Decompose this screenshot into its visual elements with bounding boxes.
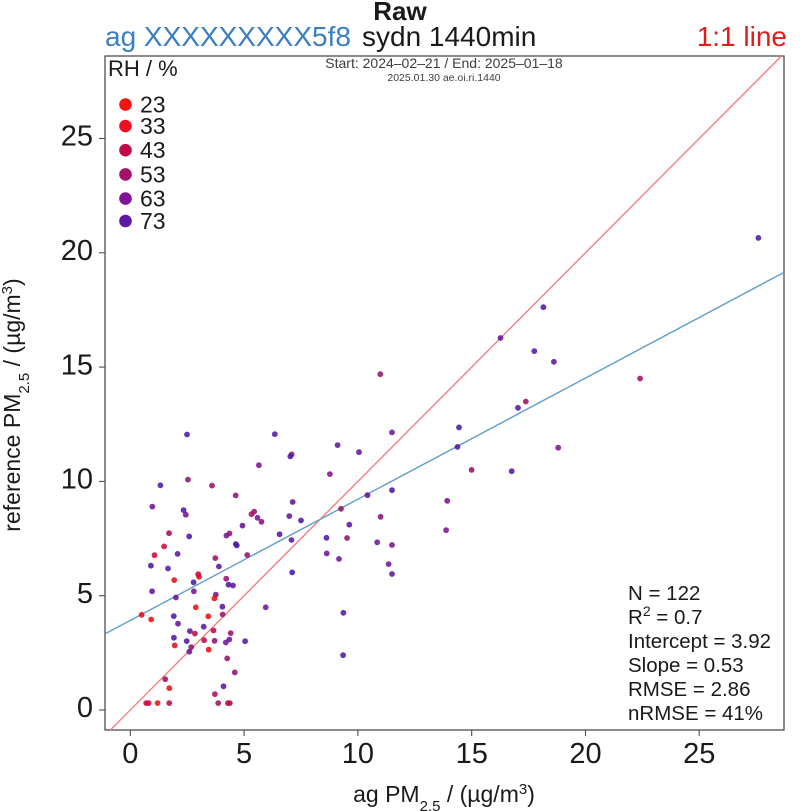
- svg-text:Slope = 0.53: Slope = 0.53: [628, 654, 744, 677]
- svg-text:0: 0: [122, 738, 138, 770]
- svg-text:43: 43: [140, 137, 166, 163]
- svg-text:15: 15: [61, 349, 93, 381]
- svg-text:20: 20: [61, 235, 93, 267]
- svg-text:RMSE = 2.86: RMSE = 2.86: [628, 678, 751, 701]
- svg-text:sydn 1440min: sydn 1440min: [362, 21, 536, 52]
- svg-text:0: 0: [77, 692, 93, 724]
- svg-text:25: 25: [61, 121, 93, 153]
- svg-text:ag PM2.5 / (µg/m3): ag PM2.5 / (µg/m3): [353, 781, 535, 811]
- svg-text:R2 = 0.7: R2 = 0.7: [628, 603, 702, 629]
- svg-text:25: 25: [683, 738, 715, 770]
- svg-text:73: 73: [140, 208, 166, 234]
- svg-text:33: 33: [140, 113, 166, 139]
- svg-text:53: 53: [140, 161, 166, 187]
- svg-text:10: 10: [342, 738, 374, 770]
- svg-text:ag XXXXXXXXX5f8: ag XXXXXXXXX5f8: [105, 21, 351, 52]
- svg-text:5: 5: [236, 738, 252, 770]
- svg-text:Intercept = 3.92: Intercept = 3.92: [628, 630, 771, 653]
- svg-text:RH / %: RH / %: [108, 56, 178, 81]
- svg-text:15: 15: [456, 738, 488, 770]
- svg-text:nRMSE = 41%: nRMSE = 41%: [628, 702, 763, 725]
- svg-text:N = 122: N = 122: [628, 582, 700, 605]
- svg-text:10: 10: [61, 464, 93, 496]
- svg-text:1:1 line: 1:1 line: [697, 21, 787, 52]
- svg-text:20: 20: [569, 738, 601, 770]
- svg-text:2025.01.30 ae.oi.ri.1440: 2025.01.30 ae.oi.ri.1440: [387, 72, 500, 84]
- svg-text:5: 5: [77, 578, 93, 610]
- svg-text:Start: 2024–02–21 / End: 2025–: Start: 2024–02–21 / End: 2025–01–18: [325, 55, 563, 71]
